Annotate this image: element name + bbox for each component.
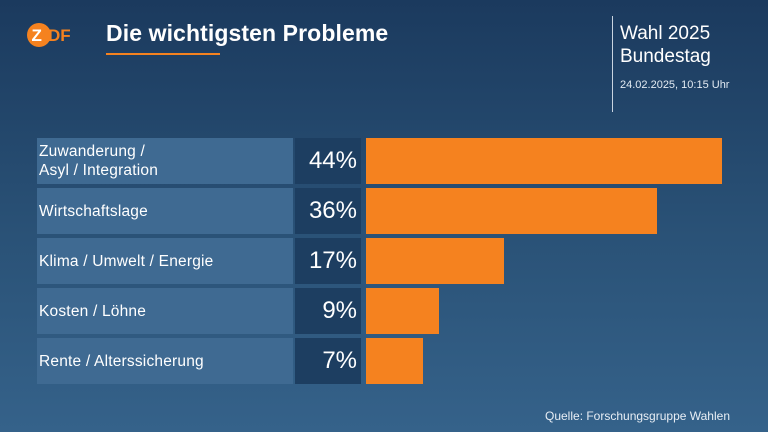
value-label: 9% — [322, 297, 357, 324]
category-label-box: Zuwanderung / Asyl / Integration — [37, 138, 293, 184]
chart-row: Klima / Umwelt / Energie 17% — [37, 238, 727, 284]
svg-text:Z: Z — [32, 26, 42, 45]
category-label: Zuwanderung / Asyl / Integration — [39, 143, 159, 179]
zdf-logo: Z DF — [27, 22, 83, 48]
value-label: 7% — [322, 347, 357, 374]
bar-track — [366, 238, 722, 284]
election-name: Wahl 2025 — [620, 23, 711, 44]
chart-row: Wirtschaftslage 36% — [37, 188, 727, 234]
bar — [366, 238, 504, 284]
value-label-box: 44% — [295, 138, 361, 184]
chart-row: Zuwanderung / Asyl / Integration 44% — [37, 138, 727, 184]
bar-track — [366, 138, 722, 184]
value-label: 17% — [308, 247, 357, 274]
category-label: Wirtschaftslage — [39, 202, 148, 220]
category-label-box: Wirtschaftslage — [37, 188, 293, 234]
chart-row: Rente / Alterssicherung 7% — [37, 338, 727, 384]
election-body: Bundestag — [620, 46, 711, 67]
bar-track — [366, 288, 722, 334]
bar-track — [366, 338, 722, 384]
category-label: Klima / Umwelt / Energie — [39, 252, 214, 270]
source-note: Quelle: Forschungsgruppe Wahlen — [545, 409, 730, 423]
value-label: 44% — [308, 147, 357, 174]
category-label-box: Rente / Alterssicherung — [37, 338, 293, 384]
bar-track — [366, 188, 722, 234]
bar — [366, 338, 423, 384]
category-label: Rente / Alterssicherung — [39, 352, 204, 370]
bar — [366, 288, 439, 334]
value-label-box: 7% — [295, 338, 361, 384]
value-label: 36% — [308, 197, 357, 224]
category-label: Kosten / Löhne — [39, 302, 147, 320]
page-title: Die wichtigsten Probleme — [106, 20, 389, 46]
value-label-box: 9% — [295, 288, 361, 334]
header-divider — [612, 16, 613, 112]
category-label-box: Klima / Umwelt / Energie — [37, 238, 293, 284]
value-label-box: 36% — [295, 188, 361, 234]
category-label-box: Kosten / Löhne — [37, 288, 293, 334]
bar — [366, 188, 657, 234]
title-underline — [106, 53, 220, 55]
chart-row: Kosten / Löhne 9% — [37, 288, 727, 334]
value-label-box: 17% — [295, 238, 361, 284]
svg-text:DF: DF — [48, 26, 71, 45]
election-label: Wahl 2025 Bundestag — [620, 22, 711, 68]
bar — [366, 138, 722, 184]
timestamp: 24.02.2025, 10:15 Uhr — [620, 79, 730, 91]
